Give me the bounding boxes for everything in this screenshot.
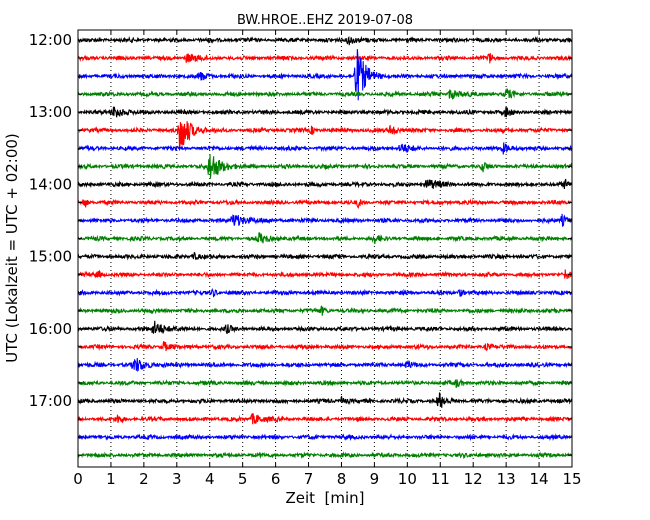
y-axis-label: UTC (Lokalzeit = UTC + 02:00)	[3, 133, 21, 363]
chart-title: BW.HROE..EHZ 2019-07-08	[237, 13, 413, 28]
y-tick-label: 13:00	[29, 103, 72, 121]
seismic-trace-1215	[77, 53, 573, 64]
x-tick-label: 0	[73, 470, 83, 488]
x-tick-label: 5	[238, 470, 248, 488]
seismic-trace-1300	[77, 106, 573, 118]
y-tick-layer: 12:00 13:00 14:00 15:00 16:00 17:00	[29, 31, 572, 456]
x-tick-label: 2	[139, 470, 149, 488]
grid-layer	[110, 30, 540, 467]
seismic-trace-1715	[77, 413, 573, 425]
x-tick-layer: 0 1 2 3 4 5 6 7 8 9 10 11 12 13 14 15	[73, 30, 582, 488]
x-tick-label: 10	[398, 470, 417, 488]
y-tick-label: 15:00	[29, 248, 72, 266]
seismic-trace-1330	[77, 142, 573, 155]
x-tick-label: 8	[337, 470, 347, 488]
seismic-trace-1530	[77, 287, 573, 298]
x-tick-label: 12	[464, 470, 483, 488]
plot-frame	[77, 29, 573, 468]
x-tick-label: 7	[304, 470, 314, 488]
seismic-trace-1545	[77, 305, 573, 316]
x-tick-label: 1	[106, 470, 116, 488]
seismic-trace-1230	[77, 49, 573, 101]
x-tick-label: 6	[271, 470, 281, 488]
seismic-trace-1200	[77, 35, 573, 46]
trace-layer	[77, 35, 573, 460]
y-tick-label: 17:00	[29, 392, 72, 410]
seismic-trace-1745	[77, 451, 573, 460]
seismic-trace-1445	[77, 232, 573, 244]
seismic-trace-1345	[77, 154, 573, 179]
seismic-trace-1730	[77, 432, 573, 442]
x-tick-label: 9	[370, 470, 380, 488]
seismic-trace-1615	[77, 340, 573, 352]
seismic-trace-1430	[77, 213, 573, 227]
seismic-trace-1600	[77, 320, 573, 335]
x-axis-label: Zeit [min]	[285, 489, 364, 507]
seismic-trace-1400	[77, 178, 573, 189]
seismic-trace-1515	[77, 269, 573, 280]
x-tick-label: 13	[497, 470, 516, 488]
x-tick-label: 14	[530, 470, 549, 488]
y-tick-label: 16:00	[29, 320, 72, 338]
seismic-trace-1500	[77, 251, 573, 261]
seismic-trace-1315	[77, 121, 573, 149]
x-tick-label: 4	[205, 470, 215, 488]
seismic-trace-1245	[77, 87, 573, 100]
seismic-trace-1415	[77, 198, 573, 210]
y-tick-label: 14:00	[29, 175, 72, 193]
y-tick-label: 12:00	[29, 31, 72, 49]
seismic-trace-1645	[77, 378, 573, 388]
seismic-trace-1700	[77, 392, 573, 408]
x-tick-label: 3	[172, 470, 182, 488]
x-tick-label: 15	[562, 470, 581, 488]
x-tick-label: 11	[431, 470, 450, 488]
seismic-trace-1630	[77, 357, 573, 372]
